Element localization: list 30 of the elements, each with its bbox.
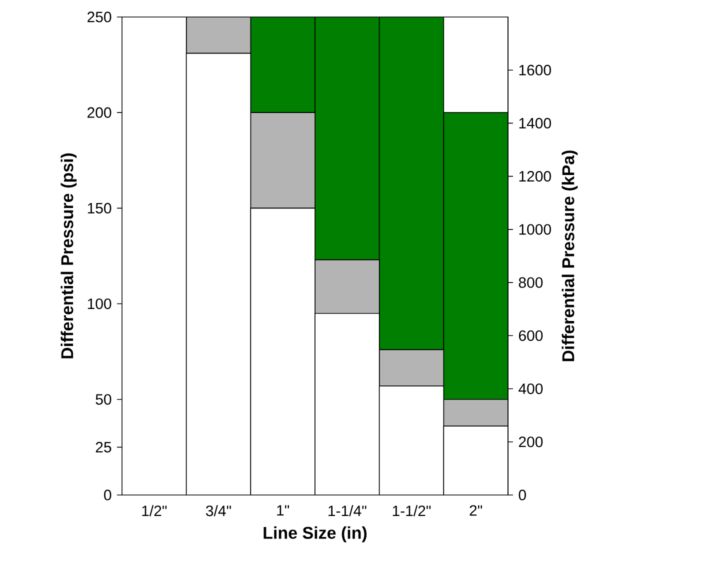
y2-tick-label: 800 [518, 277, 543, 288]
x-tick-label: 1-1/4" [328, 505, 366, 516]
bar [443, 398, 508, 427]
y2-tick-label: 1200 [519, 171, 551, 182]
bar [250, 112, 316, 209]
y-tick-label: 0 [104, 490, 112, 500]
x-axis-title: Line Size (in) [264, 526, 367, 542]
y-tick-label: 200 [88, 107, 112, 118]
y2-tick-label: 1000 [519, 224, 551, 235]
y-tick-label: 25 [96, 442, 112, 452]
x-tick-label: 1-1/2" [392, 505, 431, 516]
x-tick-label: 2" [470, 505, 482, 516]
bar [378, 349, 444, 386]
y2-tick-label: 1600 [519, 64, 551, 76]
y-axis-title: Differential Pressure (psi) [60, 153, 77, 358]
y2-tick-label: 1400 [519, 118, 551, 129]
y2-axis-title: Differential Pressure (kPa) [562, 150, 578, 362]
y2-tick-label: 200 [518, 436, 543, 448]
x-tick-label: 1" [277, 505, 290, 516]
y2-tick-label: 600 [518, 330, 543, 341]
y2-tick-label: 400 [518, 383, 543, 394]
y2-tick-label: 0 [518, 490, 526, 500]
y-tick-label: 100 [88, 298, 112, 310]
bar [186, 16, 252, 54]
y-tick-label: 250 [88, 12, 112, 22]
x-tick-label: 1/2" [142, 505, 167, 516]
y-tick-label: 150 [88, 202, 112, 214]
x-tick-label: 3/4" [206, 505, 231, 516]
y-tick-label: 50 [96, 394, 112, 405]
bar [314, 259, 380, 314]
